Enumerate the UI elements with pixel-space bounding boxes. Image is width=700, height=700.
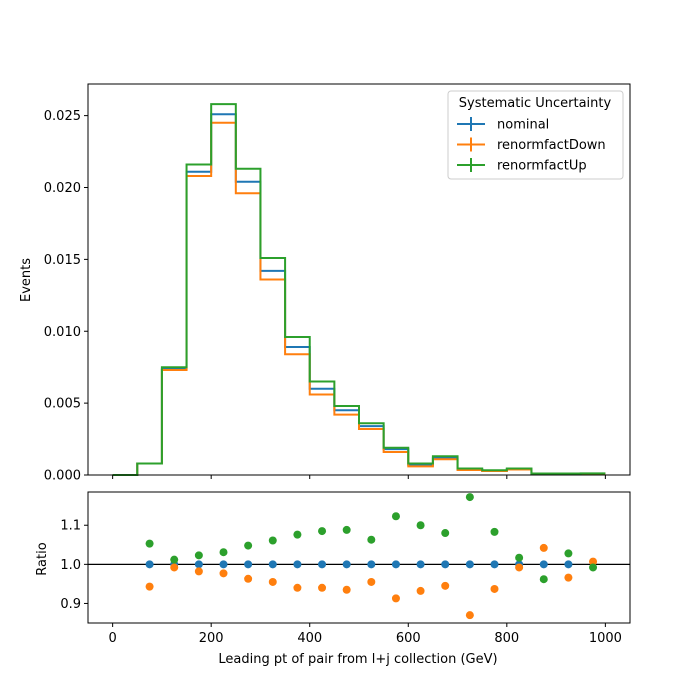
ratio-y-tick-label: 1.0 [60,558,81,573]
main-y-tick-label: 0.020 [44,181,81,196]
ratio-point-renormfactDown [367,577,376,586]
ratio-series-renormfactUp [145,493,598,584]
ratio-y-tick-label: 1.1 [60,519,81,534]
ratio-point-renormfactDown [589,557,598,566]
ratio-point-nominal [416,560,425,569]
ratio-point-renormfactDown [244,574,253,583]
main-y-tick-label: 0.005 [44,397,81,412]
ratio-point-renormfactDown [391,594,400,603]
ratio-point-nominal [318,560,327,569]
ratio-x-tick-label: 400 [297,631,322,646]
ratio-point-renormfactDown [564,573,573,582]
ratio-point-renormfactUp [515,553,524,562]
ratio-point-renormfactDown [342,585,351,594]
ratio-series-layer [145,493,598,620]
main-y-tick-label: 0.010 [44,325,81,340]
histogram-line-renormfactUp [112,103,606,476]
legend-label-renormfactUp: renormfactUp [497,159,587,174]
main-y-tick-label: 0.000 [44,469,81,484]
ratio-x-tick-label: 600 [396,631,421,646]
ratio-point-renormfactUp [441,529,450,538]
ratio-point-renormfactDown [268,577,277,586]
ratio-point-renormfactUp [170,555,179,564]
ratio-point-renormfactUp [539,575,548,584]
ratio-point-renormfactDown [219,569,228,578]
ratio-point-renormfactDown [515,563,524,572]
ratio-point-nominal [441,560,450,569]
ratio-panel: 0 200 400 600 800 1000 0.9 1.0 1.1 Ratio Leading… [35,491,631,667]
ratio-x-tick-label: 200 [199,631,224,646]
ratio-point-renormfactDown [441,581,450,590]
legend-label-renormfactDown: renormfactDown [497,138,606,153]
ratio-point-renormfactDown [145,582,154,591]
ratio-point-nominal [465,560,474,569]
main-y-tick-label: 0.025 [44,109,81,124]
ratio-x-tick-label: 800 [494,631,519,646]
ratio-axes-frame [87,491,631,624]
main-series-layer [112,103,606,476]
ratio-point-renormfactDown [416,586,425,595]
ratio-point-renormfactUp [318,527,327,536]
legend-entry-renormfactDown: renormfactDown [457,137,606,153]
ratio-point-nominal [194,560,203,569]
ratio-point-renormfactUp [367,535,376,544]
ratio-point-renormfactUp [490,527,499,536]
ratio-point-renormfactDown [170,563,179,572]
main-histogram-panel: 0.000 0.005 0.010 0.015 0.020 0.025 Events Sy… [19,83,631,484]
ratio-point-renormfactDown [293,583,302,592]
ratio-point-nominal [293,560,302,569]
legend: Systematic Uncertainty nominal renormfact… [447,90,624,180]
ratio-point-nominal [564,560,573,569]
ratio-point-renormfactUp [564,549,573,558]
ratio-y-tick-label: 0.9 [60,597,81,612]
ratio-point-renormfactDown [465,611,474,620]
ratio-point-renormfactUp [268,536,277,545]
ratio-x-tick-label: 1000 [589,631,622,646]
ratio-point-nominal [367,560,376,569]
main-y-tick-label: 0.015 [44,253,81,268]
legend-entry-renormfactUp: renormfactUp [457,158,587,174]
ratio-point-renormfactUp [465,493,474,502]
ratio-x-tick-label: 0 [108,631,116,646]
ratio-point-renormfactDown [490,584,499,593]
legend-entry-nominal: nominal [457,117,549,133]
ratio-point-nominal [490,560,499,569]
ratio-point-nominal [391,560,400,569]
ratio-point-nominal [342,560,351,569]
main-axes: 0.000 0.005 0.010 0.015 0.020 0.025 [44,83,631,484]
ratio-point-renormfactUp [244,541,253,550]
ratio-point-renormfactUp [145,539,154,548]
ratio-point-nominal [219,560,228,569]
ratio-point-nominal [268,560,277,569]
ratio-y-axis-label: Ratio [35,542,50,575]
ratio-point-nominal [244,560,253,569]
main-y-axis-label: Events [19,258,34,302]
x-axis-label: Leading pt of pair from l+j collection (… [218,652,497,667]
ratio-point-renormfactUp [391,512,400,521]
legend-label-nominal: nominal [497,118,549,133]
ratio-point-renormfactUp [589,563,598,572]
legend-frame [447,90,624,180]
ratio-point-renormfactUp [219,548,228,557]
ratio-point-nominal [145,560,154,569]
ratio-point-renormfactDown [318,583,327,592]
ratio-point-renormfactUp [416,521,425,530]
ratio-point-renormfactUp [194,551,203,560]
legend-title: Systematic Uncertainty [459,96,612,111]
ratio-point-renormfactUp [293,530,302,539]
ratio-point-renormfactDown [194,567,203,576]
ratio-point-renormfactUp [342,525,351,534]
ratio-series-renormfactDown [145,543,598,620]
legend-entries: nominal renormfactDown renormfactUp [457,117,606,174]
ratio-point-renormfactDown [539,543,548,552]
ratio-axes: 0 200 400 600 800 1000 0.9 1.0 1.1 [60,491,631,646]
ratio-point-nominal [539,560,548,569]
main-axes-frame [87,83,631,476]
